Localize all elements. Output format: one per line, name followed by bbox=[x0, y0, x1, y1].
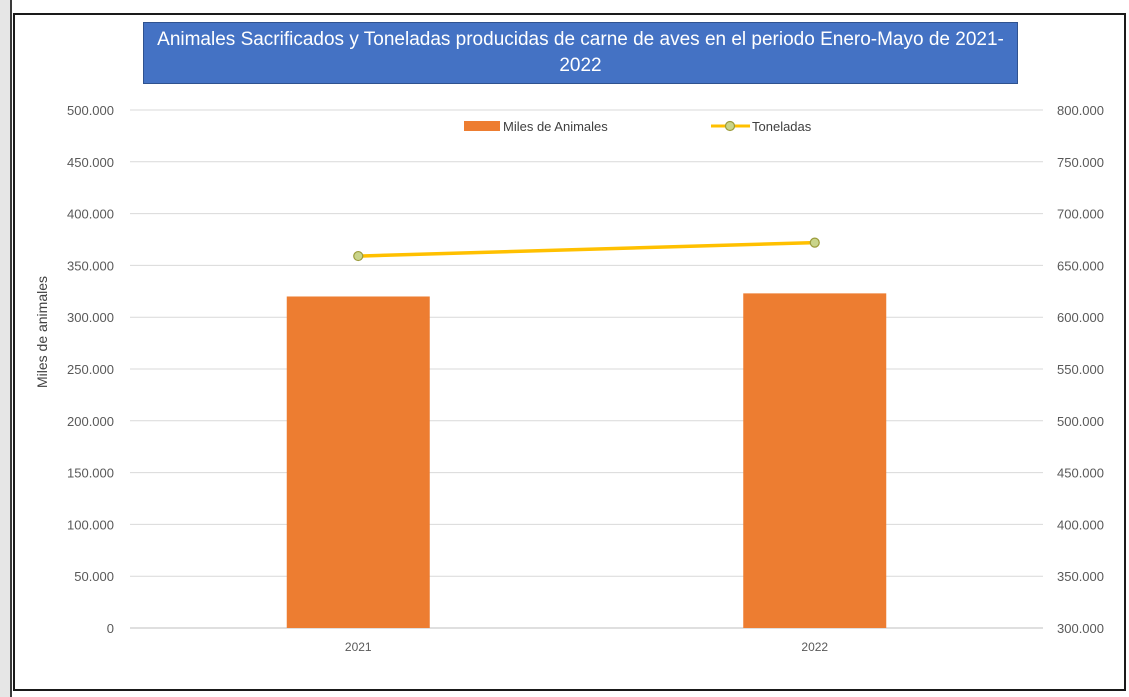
x-axis: 2021 2022 bbox=[345, 640, 829, 654]
legend-label-line: Toneladas bbox=[752, 119, 812, 134]
y2-tick-label: 700.000 bbox=[1057, 207, 1104, 222]
x-tick-label: 2021 bbox=[345, 640, 372, 654]
chart-frame bbox=[13, 13, 1126, 691]
legend-swatch-marker bbox=[724, 120, 736, 132]
legend-label-bars: Miles de Animales bbox=[503, 119, 608, 134]
gridlines bbox=[130, 109, 1043, 629]
y2-tick-label: 450.000 bbox=[1057, 466, 1104, 481]
legend-swatch-bars bbox=[464, 121, 500, 131]
y2-tick-label: 600.000 bbox=[1057, 310, 1104, 325]
y2-tick-label: 350.000 bbox=[1057, 569, 1104, 584]
chart-title: Animales Sacrificados y Toneladas produc… bbox=[143, 22, 1018, 84]
bar-2021 bbox=[286, 296, 430, 628]
y-tick-label: 450.000 bbox=[67, 155, 114, 170]
y-tick-label: 350.000 bbox=[67, 258, 114, 273]
y2-tick-label: 800.000 bbox=[1057, 103, 1104, 118]
bar-series bbox=[286, 293, 887, 628]
y-axis-title: Miles de animales bbox=[34, 276, 50, 388]
point-2022 bbox=[809, 237, 820, 248]
y-tick-label: 400.000 bbox=[67, 207, 114, 222]
y-tick-label: 0 bbox=[107, 621, 114, 636]
y-tick-label: 150.000 bbox=[67, 466, 114, 481]
legend: Miles de Animales Toneladas bbox=[464, 119, 812, 134]
bar-2022 bbox=[743, 293, 887, 628]
point-2021 bbox=[353, 250, 364, 262]
x-tick-label: 2022 bbox=[801, 640, 828, 654]
y2-tick-label: 300.000 bbox=[1057, 621, 1104, 636]
y2-tick-label: 500.000 bbox=[1057, 414, 1104, 429]
y-tick-label: 300.000 bbox=[67, 310, 114, 325]
y-tick-label: 100.000 bbox=[67, 517, 114, 532]
window-edge bbox=[0, 0, 12, 697]
y2-tick-label: 550.000 bbox=[1057, 362, 1104, 377]
y-tick-label: 200.000 bbox=[67, 414, 114, 429]
y2-tick-label: 750.000 bbox=[1057, 155, 1104, 170]
y-tick-label: 50.000 bbox=[74, 569, 114, 584]
y-tick-label: 500.000 bbox=[67, 103, 114, 118]
y2-tick-label: 400.000 bbox=[1057, 517, 1104, 532]
line-toneladas bbox=[358, 240, 815, 258]
y2-tick-label: 650.000 bbox=[1057, 258, 1104, 273]
y-axis-right: 300.000 350.000 400.000 450.000 500.000 550.0… bbox=[1057, 103, 1104, 636]
y-tick-label: 250.000 bbox=[67, 362, 114, 377]
y-axis-left: 0 50.000 100.000 150.000 200.000 250.000 300.0… bbox=[67, 103, 114, 636]
line-series bbox=[353, 237, 820, 262]
